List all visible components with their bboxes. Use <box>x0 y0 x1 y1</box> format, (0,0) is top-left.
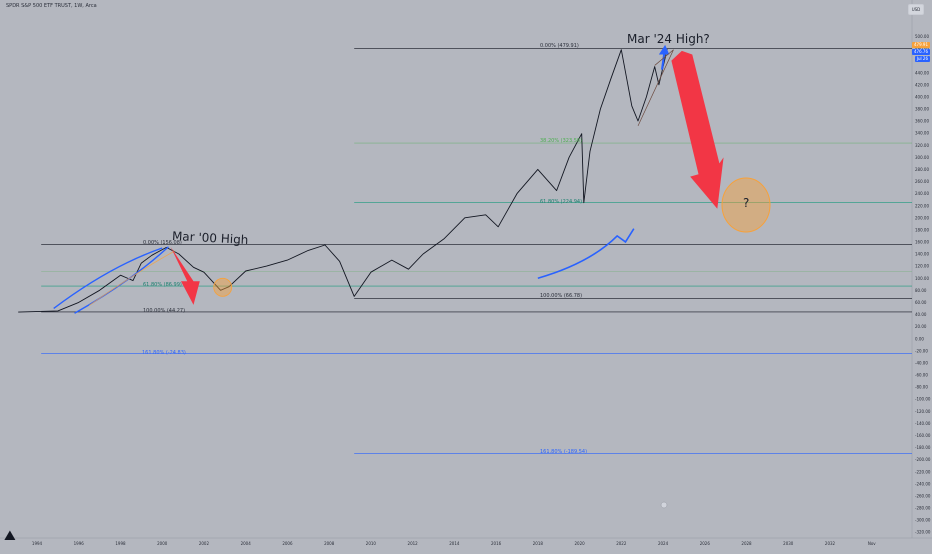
x-tick-label: 2008 <box>324 541 335 546</box>
price-tag-last: 476.76 <box>912 49 930 55</box>
scroll-icon <box>660 501 668 509</box>
y-tick-label: 0.00 <box>915 336 924 341</box>
price-axis <box>912 0 932 550</box>
annotation-question: ? <box>743 196 750 210</box>
projection-curve <box>537 228 635 279</box>
y-tick-label: 100.00 <box>915 276 929 281</box>
y-tick-label: 200.00 <box>915 215 929 220</box>
y-tick-label: 300.00 <box>915 155 929 160</box>
x-tick-label: 1996 <box>74 541 85 546</box>
symbol-title: SPDR S&P 500 ETF TRUST, 1W, Arca <box>6 3 97 9</box>
y-tick-label: -40.00 <box>915 360 928 365</box>
fib-left-100: 100.00% (44.27) <box>143 308 186 314</box>
y-tick-label: 180.00 <box>915 227 929 232</box>
y-tick-label: 420.00 <box>915 82 929 87</box>
y-tick-label: -320.00 <box>915 530 931 535</box>
y-tick-label: -160.00 <box>915 433 931 438</box>
fib-right-100: 100.00% (66.78) <box>540 293 583 299</box>
tradingview-logo-icon[interactable]: ⛰ <box>4 528 16 544</box>
x-tick-label: 2028 <box>741 541 752 546</box>
y-tick-label: -100.00 <box>915 397 931 402</box>
y-tick-label: -120.00 <box>915 409 931 414</box>
x-tick-label: 2006 <box>282 541 293 546</box>
y-tick-label: -200.00 <box>915 457 931 462</box>
x-tick-label: Nov <box>868 541 876 546</box>
y-tick-label: -20.00 <box>915 348 928 353</box>
y-tick-label: 220.00 <box>915 203 929 208</box>
y-tick-label: -240.00 <box>915 481 931 486</box>
red-arrow-2024 <box>671 50 724 209</box>
red-arrow-2000 <box>170 246 200 305</box>
y-tick-label: 400.00 <box>915 94 929 99</box>
y-tick-label: 60.00 <box>915 300 927 305</box>
y-tick-label: 440.00 <box>915 70 929 75</box>
circle-2002 <box>213 277 233 297</box>
x-tick-label: 2030 <box>783 541 794 546</box>
y-tick-label: -300.00 <box>915 518 931 523</box>
y-tick-label: 360.00 <box>915 119 929 124</box>
x-tick-label: 2012 <box>408 541 419 546</box>
y-tick-label: -220.00 <box>915 469 931 474</box>
x-tick-label: 2014 <box>449 541 460 546</box>
fib-right-161: 161.80% (-189.54) <box>540 449 588 455</box>
x-tick-label: 2000 <box>157 541 168 546</box>
y-tick-label: 140.00 <box>915 252 929 257</box>
y-tick-label: 120.00 <box>915 264 929 269</box>
fib-right-0: 0.00% (479.91) <box>540 43 579 49</box>
blue-channel-lower <box>74 246 169 314</box>
x-tick-label: 2022 <box>616 541 627 546</box>
blue-channel-upper <box>53 247 163 310</box>
y-tick-label: 80.00 <box>915 288 927 293</box>
orange-channel <box>88 250 175 306</box>
y-tick-label: -180.00 <box>915 445 931 450</box>
x-tick-label: 2018 <box>533 541 544 546</box>
y-tick-label: 320.00 <box>915 143 929 148</box>
y-tick-label: 240.00 <box>915 191 929 196</box>
y-tick-label: -140.00 <box>915 421 931 426</box>
fib-right-38: 38.20% (323.56) <box>540 138 583 144</box>
x-tick-label: 2010 <box>366 541 377 546</box>
y-tick-label: 340.00 <box>915 131 929 136</box>
y-tick-label: 260.00 <box>915 179 929 184</box>
y-tick-label: -80.00 <box>915 385 928 390</box>
y-tick-label: 480.00 <box>915 46 929 51</box>
x-tick-label: 2016 <box>491 541 502 546</box>
x-tick-label: 2002 <box>199 541 210 546</box>
x-tick-label: 2020 <box>574 541 585 546</box>
y-tick-label: 20.00 <box>915 324 927 329</box>
fib-left-61: 61.80% (86.99) <box>143 282 182 288</box>
price-tag-high: 479.91 <box>912 42 930 48</box>
y-tick-label: 40.00 <box>915 312 927 317</box>
x-tick-label: 2026 <box>700 541 711 546</box>
y-tick-label: 160.00 <box>915 240 929 245</box>
x-tick-label: 1998 <box>115 541 126 546</box>
price-line <box>18 48 668 313</box>
x-tick-label: 2032 <box>825 541 836 546</box>
y-tick-label: -60.00 <box>915 373 928 378</box>
y-tick-label: 280.00 <box>915 167 929 172</box>
wedge-line <box>637 49 674 127</box>
y-tick-label: 500.00 <box>915 34 929 39</box>
circle-question <box>721 177 771 233</box>
x-tick-label: 2024 <box>658 541 669 546</box>
fib-left-0: 0.00% (156.08) <box>143 240 182 246</box>
y-tick-label: -260.00 <box>915 493 931 498</box>
x-tick-label: 1994 <box>32 541 43 546</box>
x-tick-label: 2004 <box>241 541 252 546</box>
price-tag-date: Jul 26 <box>914 56 930 62</box>
y-tick-label: -280.00 <box>915 506 931 511</box>
y-tick-label: 380.00 <box>915 107 929 112</box>
currency-button[interactable]: USD <box>908 4 924 15</box>
fib-right-61: 61.80% (224.94) <box>540 199 583 205</box>
annotation-mar24: Mar '24 High? <box>627 32 710 46</box>
fib-left-161: 161.80% (-24.83) <box>142 350 186 356</box>
